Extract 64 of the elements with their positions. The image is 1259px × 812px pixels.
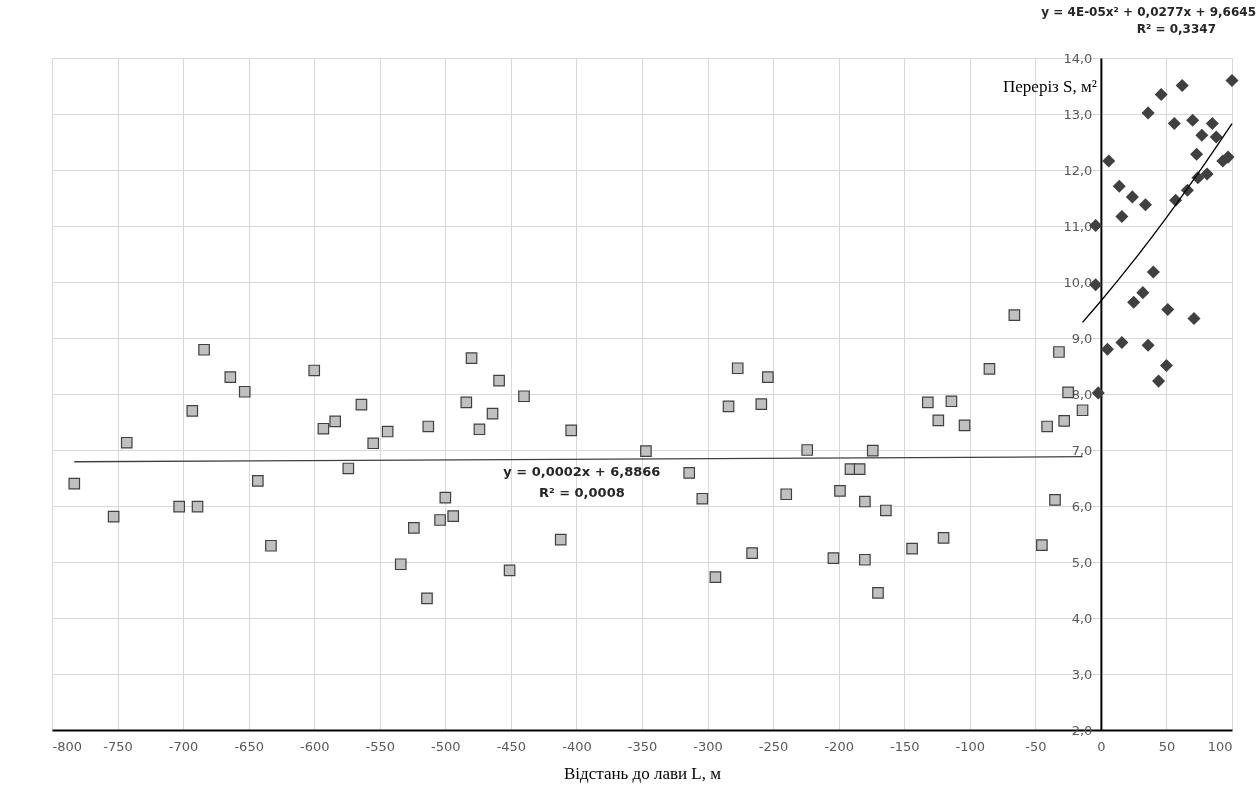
- point: [1205, 117, 1219, 131]
- y-tick-label: 6,0: [1071, 498, 1093, 514]
- y-tick-label: 5,0: [1071, 554, 1093, 570]
- x-tick-label: -600: [299, 738, 330, 754]
- point: [1112, 179, 1126, 193]
- x-tick-label: -350: [627, 738, 658, 754]
- x-tick-label: -800: [52, 738, 83, 754]
- point: [1225, 73, 1239, 87]
- y-axis-title: Переріз S, м²: [1003, 76, 1097, 96]
- point: [1100, 342, 1114, 356]
- point: [1175, 78, 1189, 92]
- point: [1138, 198, 1152, 212]
- point: [1146, 265, 1160, 279]
- point: [1115, 335, 1129, 349]
- y-tick-label: 13,0: [1063, 106, 1093, 122]
- point: [1102, 154, 1116, 168]
- x-tick-label: -500: [431, 738, 461, 754]
- point: [1136, 286, 1150, 300]
- point: [1125, 190, 1139, 204]
- point: [1115, 209, 1129, 223]
- x-tick-label: -250: [758, 738, 789, 754]
- point: [1159, 358, 1173, 372]
- point: [1152, 374, 1166, 388]
- x-tick-label: -300: [693, 738, 723, 754]
- x-tick-label: -50: [1025, 738, 1047, 754]
- x-tick-label: 0: [1097, 738, 1106, 754]
- x-tick-label: -550: [365, 738, 396, 754]
- point: [1091, 386, 1105, 400]
- annotation: y = 0,0002x + 6,8866: [503, 463, 661, 479]
- point: [1141, 106, 1155, 120]
- point: [1195, 128, 1209, 142]
- x-tick-label: -100: [955, 738, 986, 754]
- y-tick-label: 11,0: [1063, 218, 1093, 234]
- y-tick-label: 14,0: [1063, 50, 1093, 66]
- x-axis-title: Відстань до лави L, м: [564, 763, 722, 783]
- y-tick-label: 9,0: [1071, 330, 1093, 346]
- x-tick-label: -450: [496, 738, 527, 754]
- text: y = 4E-05x² + 0,0277x + 9,6645: [1041, 5, 1256, 19]
- point: [1186, 113, 1200, 127]
- x-tick-label: -750: [103, 738, 133, 754]
- y-tick-label: 4,0: [1071, 610, 1093, 626]
- text: R² = 0,3347: [1136, 22, 1216, 36]
- x-tick-label: 50: [1158, 738, 1176, 754]
- point: [1141, 338, 1155, 352]
- y-tick-label: 3,0: [1071, 666, 1093, 682]
- annotation: R² = 0,0008: [538, 485, 625, 501]
- point: [1221, 150, 1235, 164]
- x-tick-label: -650: [234, 738, 264, 754]
- point: [1161, 302, 1175, 316]
- point: [1209, 130, 1223, 144]
- point: [1187, 311, 1201, 325]
- x-tick-label: -400: [562, 738, 592, 754]
- y-tick-label: 10,0: [1063, 274, 1093, 290]
- point: [1167, 117, 1181, 131]
- x-tick-label: -150: [889, 738, 920, 754]
- y-tick-label: 12,0: [1063, 162, 1093, 178]
- x-tick-label: -700: [168, 738, 199, 754]
- point: [1200, 167, 1214, 181]
- point: [1127, 295, 1141, 309]
- y-tick-label: 7,0: [1071, 442, 1093, 458]
- point: [1190, 147, 1204, 161]
- x-tick-label: 100: [1207, 738, 1233, 754]
- x-tick-label: -200: [824, 738, 854, 754]
- point: [1154, 87, 1168, 101]
